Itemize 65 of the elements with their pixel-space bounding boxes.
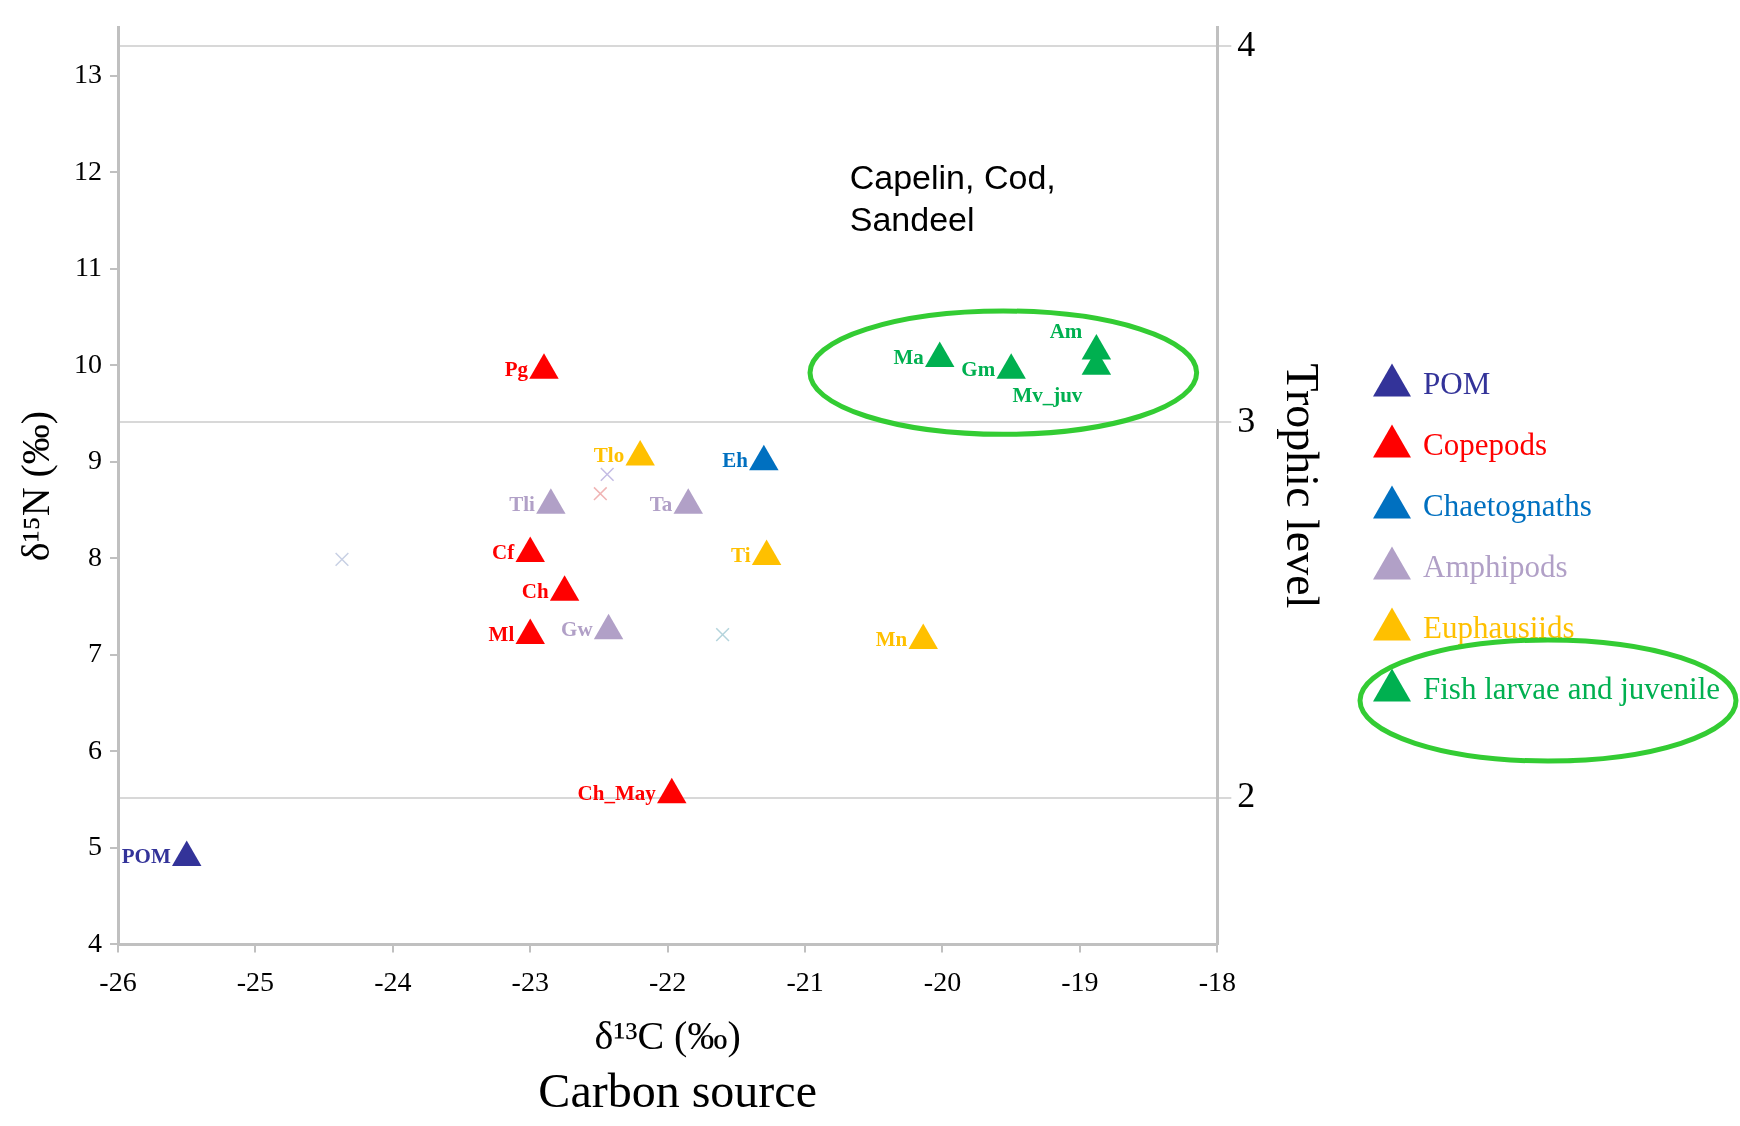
x-tick-label: -22 [648,965,687,997]
x-tick-label: -19 [1061,965,1099,997]
y-tick-label: 5 [88,830,102,862]
point [593,613,624,640]
x-tick-label: -21 [786,965,824,997]
point [549,575,580,601]
legend-label: POM [1423,365,1491,401]
x-tick-label: -20 [923,965,962,997]
legend-label: Euphausiids [1423,609,1575,645]
x-axis-title: δ¹³C (‰) [594,1012,741,1058]
x-tick-label: -25 [236,965,275,997]
point [908,623,938,649]
y2-axis-title: Trophic level [1276,363,1328,609]
y2-tick-label: 4 [1237,23,1256,64]
data-label: Ta [649,491,673,516]
legend-label: Fish larvae and juvenile [1423,670,1720,706]
data-label: Tlo [593,443,625,468]
data-label: Ml [488,622,515,647]
data-label: Eh [722,448,749,473]
point [515,618,545,645]
data-label: Ti [731,542,751,567]
legend-label: Chaetognaths [1423,487,1592,523]
y-tick-label: 7 [88,637,102,669]
data-label: Mn [875,626,908,651]
point [996,353,1026,379]
data-label: Tli [509,491,535,516]
annotation: Capelin, Cod, Sandeel [849,158,1056,239]
y-tick-label: 11 [75,251,102,283]
legend-label: Copepods [1423,426,1547,462]
text: Carbon source [538,1063,817,1117]
point [529,353,559,379]
point [925,341,955,368]
y-axis-title: δ¹⁵N (‰) [12,410,58,562]
data-label: Gw [561,617,594,642]
point [171,840,202,867]
data-label: POM [121,843,171,868]
legend-label: Amphipods [1423,548,1568,584]
data-label: Ma [893,345,925,370]
data-label: Ch_May [577,781,657,806]
y-tick-label: 4 [88,926,102,958]
y2-tick-label: 2 [1237,775,1256,816]
y-tick-label: 13 [74,58,102,90]
point [673,488,703,514]
data-label: Cf [492,539,516,564]
x-tick-label: -18 [1198,965,1236,997]
data-label: Gm [961,356,996,381]
point [536,488,566,514]
y-tick-label: 9 [88,444,102,476]
data-label: Am [1049,319,1083,344]
x-tick-label: -24 [374,965,412,997]
point [749,444,779,471]
y-tick-label: 8 [88,540,102,572]
y-tick-label: 6 [88,733,102,765]
y-tick-label: 10 [74,347,102,379]
point [625,440,655,466]
data-label: Mv_juv [1012,382,1083,407]
y2-tick-label: 3 [1237,399,1256,440]
x-tick-label: -23 [511,965,549,997]
data-label: Ch [521,578,549,603]
x-tick-label: -26 [99,965,137,997]
y-tick-label: 12 [74,154,102,186]
data-label: Pg [504,356,529,381]
point [657,777,687,804]
point [515,536,545,563]
point [751,539,782,565]
